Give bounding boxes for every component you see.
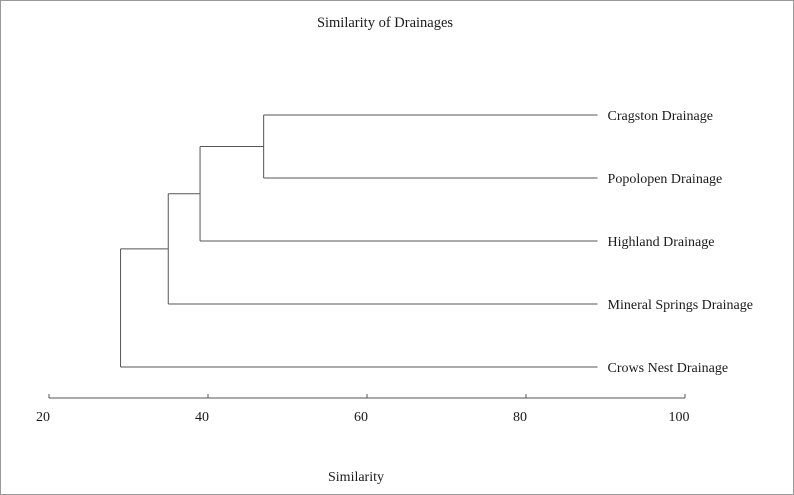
dendrogram-links — [120, 114, 598, 368]
x-tick-label-80: 80 — [513, 410, 527, 425]
x-tick-label-20: 20 — [36, 410, 50, 425]
x-tick-label-40: 40 — [195, 410, 209, 425]
leaf-label-mineral-springs-drainage: Mineral Springs Drainage — [608, 298, 753, 313]
x-tick-label-100: 100 — [669, 410, 690, 425]
chart-title: Similarity of Drainages — [317, 15, 453, 31]
x-axis: 20 40 60 80 100 — [36, 394, 690, 425]
leaf-label-cragston-drainage: Cragston Drainage — [608, 109, 713, 124]
x-axis-label: Similarity — [328, 470, 384, 485]
leaf-label-crows-nest-drainage: Crows Nest Drainage — [608, 361, 729, 376]
leaf-label-popolopen-drainage: Popolopen Drainage — [608, 172, 723, 187]
leaf-label-highland-drainage: Highland Drainage — [608, 235, 715, 250]
leaf-labels: Cragston Drainage Popolopen Drainage Highl… — [608, 109, 753, 376]
x-tick-label-60: 60 — [354, 410, 368, 425]
